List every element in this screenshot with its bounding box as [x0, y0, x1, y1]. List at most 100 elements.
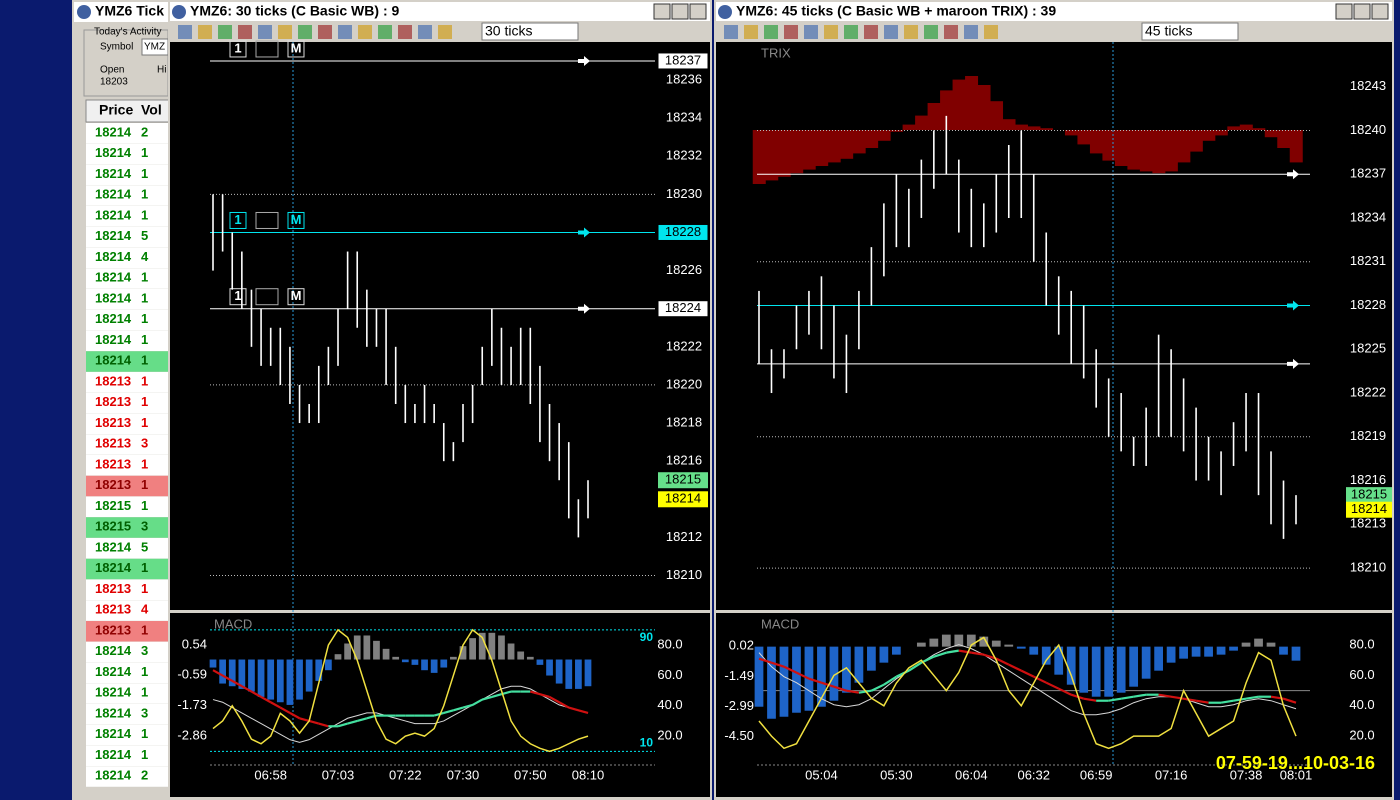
- macd-hist: [392, 656, 400, 660]
- stoch-tick-label: 20.0: [657, 728, 682, 743]
- trix-bar: [990, 101, 1004, 130]
- vol-cell: 2: [141, 768, 148, 783]
- macd-hist: [979, 636, 989, 647]
- label: Symbol: [100, 42, 133, 53]
- macd-hist: [754, 646, 764, 707]
- trix-bar: [1127, 130, 1141, 170]
- window-title: YMZ6: 45 ticks (C Basic WB + maroon TRIX…: [736, 3, 1056, 19]
- macd-line: [1158, 693, 1172, 698]
- window-button: [653, 3, 671, 20]
- app-icon: [172, 5, 186, 19]
- price-cell: 18214: [95, 270, 132, 285]
- vol-cell: 1: [141, 622, 148, 637]
- price-tag-text: 18214: [1351, 501, 1387, 516]
- macd-hist: [1091, 646, 1101, 697]
- row-bg: [86, 268, 168, 289]
- macd-line: [846, 689, 860, 694]
- x-tick-label: 07:50: [514, 767, 547, 782]
- macd-hist: [430, 659, 438, 673]
- macd-hist: [305, 659, 313, 692]
- y-tick-label: 18243: [1350, 78, 1386, 93]
- macd-hist: [1029, 646, 1039, 655]
- title-bar: [716, 2, 1392, 21]
- macd-hist: [209, 659, 217, 668]
- macd-line: [946, 649, 959, 654]
- date-range: 07-59-19...10-03-16: [1216, 753, 1375, 773]
- macd-line: [289, 711, 301, 720]
- macd-hist: [792, 646, 801, 713]
- macd-line: [356, 717, 368, 722]
- vol-cell: 1: [141, 373, 148, 388]
- toolbar-icon: [438, 25, 452, 39]
- row-bg: [86, 745, 168, 766]
- macd-tick-label: -4.50: [724, 728, 754, 743]
- macd-line: [453, 706, 464, 712]
- window-button: [1371, 3, 1389, 20]
- macd-line: [833, 685, 847, 692]
- macd-line: [250, 690, 262, 698]
- row-bg: [86, 683, 168, 704]
- macd-line: [971, 651, 984, 656]
- macd-line: [870, 683, 885, 692]
- macd-hist: [228, 659, 236, 687]
- level-arrow: [1287, 358, 1299, 369]
- band-label: 90: [640, 630, 654, 644]
- vol-cell: 1: [141, 270, 148, 285]
- price-cell: 18214: [95, 249, 132, 264]
- macd-line: [1058, 687, 1072, 696]
- macd-hist: [325, 659, 332, 671]
- interval-combo[interactable]: [1141, 22, 1239, 41]
- macd-line: [462, 703, 473, 709]
- macd-line: [1195, 699, 1209, 704]
- row-bg: [86, 247, 168, 268]
- trix-bar: [1202, 130, 1216, 141]
- toolbar-icon: [784, 25, 798, 39]
- y-tick-label: 18216: [666, 453, 702, 468]
- macd-hist: [411, 659, 419, 665]
- row-bg: [86, 475, 168, 497]
- macd-hist: [829, 646, 839, 701]
- trix-bar: [752, 130, 766, 184]
- trix-bar: [1089, 130, 1103, 154]
- price-cell: 18214: [95, 207, 132, 222]
- price-tag-text: 18214: [665, 491, 701, 506]
- order-cancel: [255, 40, 279, 58]
- y-tick-label: 18218: [666, 414, 702, 429]
- price-cell: 18213: [95, 477, 131, 492]
- trix-bar: [1102, 130, 1116, 161]
- vol-cell: 1: [141, 477, 148, 492]
- macd-hist: [1279, 646, 1288, 655]
- order-text: M: [291, 40, 302, 55]
- toolbar-icon: [864, 25, 878, 39]
- macd-hist: [854, 646, 864, 683]
- vol-cell: 1: [141, 332, 148, 347]
- row-bg: [86, 372, 168, 393]
- price-cell: 18213: [95, 456, 131, 471]
- interval-combo[interactable]: [481, 22, 579, 41]
- y-tick-label: 18230: [666, 186, 702, 201]
- macd-hist: [363, 635, 371, 660]
- macd-line: [1020, 669, 1035, 678]
- macd-hist: [238, 659, 246, 689]
- macd-line: [279, 706, 291, 714]
- toolbar-icon: [358, 25, 372, 39]
- stoch-tick-label: 40.0: [657, 697, 682, 712]
- macd-line: [260, 695, 272, 704]
- trix-bar: [952, 79, 966, 130]
- order-text: M: [291, 212, 302, 227]
- row-bg: [86, 185, 168, 206]
- y-tick-label: 18240: [1350, 122, 1386, 137]
- macd-line: [1108, 697, 1122, 702]
- row-bg: [86, 289, 168, 310]
- macd-line: [1083, 697, 1097, 702]
- stoch-line: [758, 636, 1297, 750]
- row-bg: [86, 434, 168, 455]
- macd-hist: [334, 654, 342, 660]
- toolbar-icon: [884, 25, 898, 39]
- row-bg: [86, 226, 168, 248]
- trix-bar: [1227, 126, 1241, 130]
- macd-line: [795, 671, 810, 680]
- macd-line: [308, 719, 320, 725]
- macd-hist: [1241, 642, 1251, 647]
- trix-bar: [1164, 130, 1178, 172]
